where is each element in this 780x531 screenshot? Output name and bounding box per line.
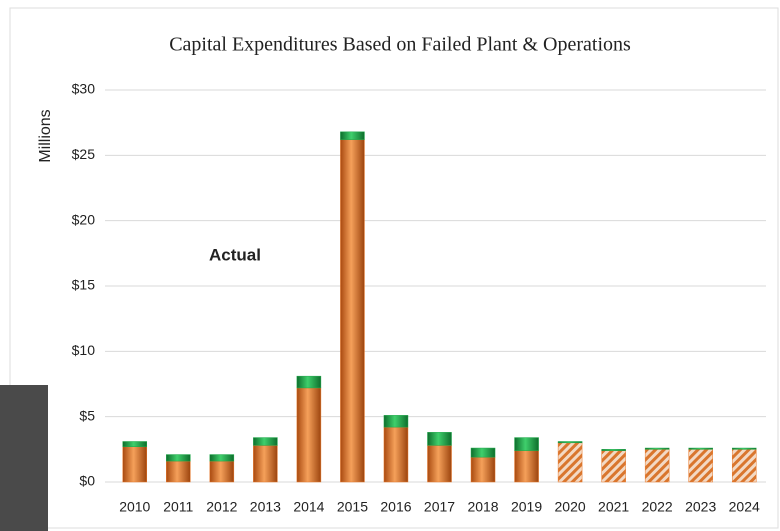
bar-segment bbox=[645, 449, 669, 482]
x-tick-label: 2012 bbox=[206, 499, 237, 515]
y-tick-label: $25 bbox=[72, 146, 96, 162]
bar-segment bbox=[253, 445, 277, 482]
bar-segment bbox=[297, 388, 321, 482]
x-tick-label: 2017 bbox=[424, 499, 455, 515]
bar-segment bbox=[340, 132, 364, 140]
x-tick-label: 2023 bbox=[685, 499, 716, 515]
bar-segment bbox=[689, 449, 713, 482]
bar-segment bbox=[428, 445, 452, 482]
bar-segment bbox=[515, 451, 539, 482]
y-axis-label: Millions bbox=[37, 109, 54, 162]
chart-title: Capital Expenditures Based on Failed Pla… bbox=[169, 34, 631, 56]
x-tick-label: 2024 bbox=[729, 499, 760, 515]
y-tick-label: $0 bbox=[79, 473, 95, 489]
bar-segment bbox=[471, 448, 495, 457]
bar-segment bbox=[732, 449, 756, 482]
bar-segment bbox=[123, 441, 147, 446]
x-tick-label: 2016 bbox=[380, 499, 411, 515]
bar-segment bbox=[166, 455, 190, 462]
bar-segment bbox=[210, 455, 234, 462]
page: {"chart_data": {"type": "stacked-bar", "… bbox=[0, 0, 780, 531]
y-tick-label: $15 bbox=[72, 277, 96, 293]
annotation: Actual bbox=[209, 245, 261, 264]
y-tick-label: $5 bbox=[79, 407, 95, 423]
photo bbox=[0, 385, 48, 531]
x-tick-label: 2010 bbox=[119, 499, 150, 515]
bar-segment bbox=[253, 438, 277, 446]
x-tick-label: 2021 bbox=[598, 499, 629, 515]
bar-segment bbox=[210, 461, 234, 482]
bar-segment bbox=[428, 432, 452, 445]
bar-segment bbox=[340, 140, 364, 482]
bar-segment bbox=[297, 376, 321, 388]
bar-segment bbox=[602, 451, 626, 482]
x-tick-label: 2022 bbox=[642, 499, 673, 515]
bar-segment bbox=[166, 461, 190, 482]
x-tick-label: 2015 bbox=[337, 499, 368, 515]
bar-segment bbox=[558, 441, 582, 442]
bar-segment bbox=[602, 449, 626, 450]
bar-segment bbox=[515, 438, 539, 451]
bar-segment bbox=[471, 457, 495, 482]
bar-segment bbox=[384, 415, 408, 427]
x-tick-label: 2014 bbox=[293, 499, 324, 515]
bar-segment bbox=[732, 448, 756, 449]
chart: Capital Expenditures Based on Failed Pla… bbox=[0, 0, 780, 531]
x-tick-label: 2013 bbox=[250, 499, 281, 515]
bar-segment bbox=[558, 443, 582, 482]
bar-segment bbox=[123, 447, 147, 482]
y-tick-label: $10 bbox=[72, 342, 96, 358]
x-tick-label: 2018 bbox=[467, 499, 498, 515]
x-tick-label: 2011 bbox=[163, 499, 193, 515]
x-tick-label: 2020 bbox=[555, 499, 586, 515]
x-tick-label: 2019 bbox=[511, 499, 542, 515]
y-tick-label: $20 bbox=[72, 211, 96, 227]
bar-segment bbox=[645, 448, 669, 449]
bar-segment bbox=[689, 448, 713, 449]
bar-segment bbox=[384, 427, 408, 482]
y-tick-label: $30 bbox=[72, 81, 96, 97]
